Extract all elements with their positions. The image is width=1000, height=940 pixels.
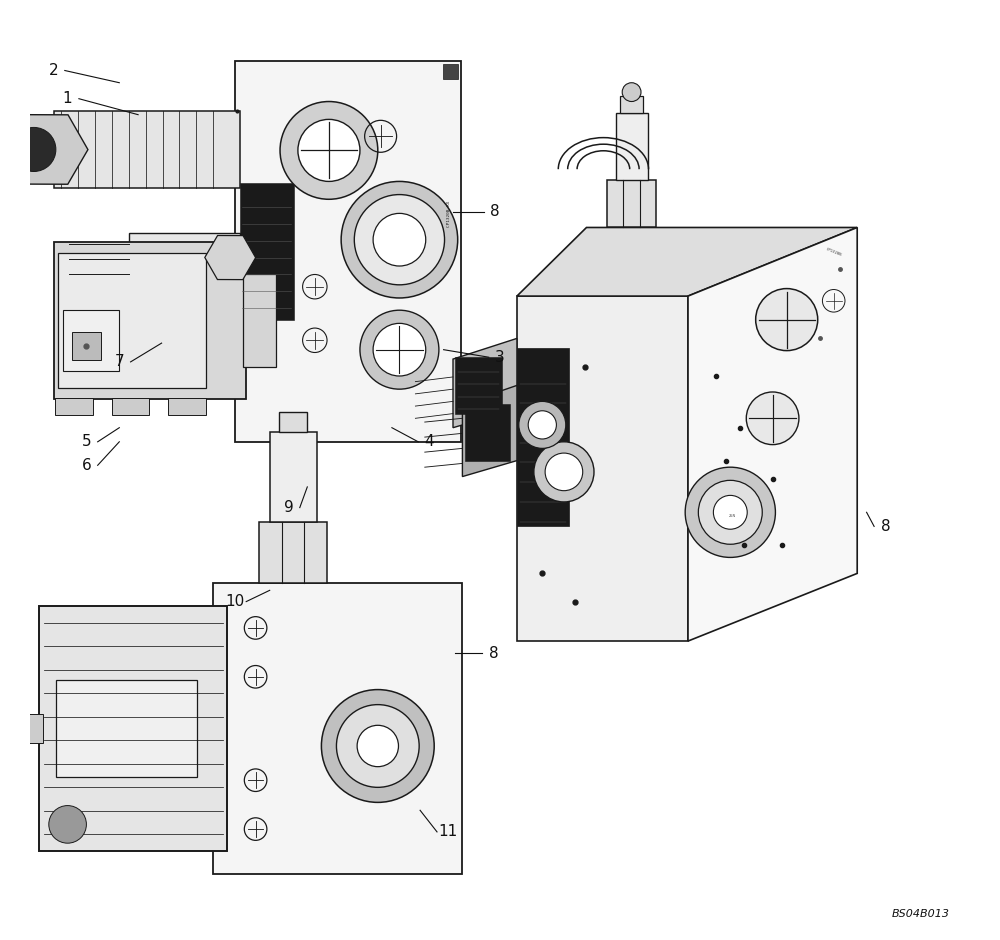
Circle shape bbox=[685, 467, 775, 557]
Circle shape bbox=[534, 442, 594, 502]
Text: 5: 5 bbox=[82, 434, 91, 449]
Bar bbox=[465, 404, 510, 461]
Circle shape bbox=[280, 102, 378, 199]
Polygon shape bbox=[517, 227, 857, 296]
Bar bbox=[213, 583, 462, 874]
Text: 6: 6 bbox=[82, 458, 91, 473]
Text: 8: 8 bbox=[489, 646, 498, 661]
Bar bbox=[620, 96, 643, 113]
Bar bbox=[28, 713, 43, 744]
Circle shape bbox=[545, 453, 583, 491]
Text: 1: 1 bbox=[63, 91, 72, 106]
Bar bbox=[168, 398, 206, 415]
Circle shape bbox=[357, 726, 398, 767]
Text: 3: 3 bbox=[495, 350, 505, 365]
Polygon shape bbox=[462, 385, 517, 477]
Circle shape bbox=[528, 411, 556, 439]
Circle shape bbox=[545, 453, 583, 491]
Circle shape bbox=[12, 128, 56, 171]
Circle shape bbox=[528, 411, 556, 439]
Text: 9: 9 bbox=[284, 500, 293, 515]
Text: 25N: 25N bbox=[729, 514, 736, 518]
Text: 8: 8 bbox=[881, 519, 890, 534]
Circle shape bbox=[373, 213, 426, 266]
Bar bbox=[517, 348, 569, 526]
Bar bbox=[243, 274, 276, 367]
Bar bbox=[56, 680, 197, 777]
Circle shape bbox=[519, 401, 566, 448]
Circle shape bbox=[756, 289, 818, 351]
Bar bbox=[607, 180, 656, 227]
Text: CP1320B XX: CP1320B XX bbox=[447, 200, 451, 227]
Circle shape bbox=[373, 323, 426, 376]
Polygon shape bbox=[688, 227, 857, 641]
Circle shape bbox=[622, 83, 641, 102]
Circle shape bbox=[360, 310, 439, 389]
Text: BS04B013: BS04B013 bbox=[891, 909, 949, 919]
Bar bbox=[235, 61, 461, 442]
Bar bbox=[54, 242, 246, 400]
Circle shape bbox=[746, 392, 799, 445]
Text: 7: 7 bbox=[114, 354, 124, 369]
Bar bbox=[112, 398, 149, 415]
Bar bbox=[455, 357, 502, 414]
Bar bbox=[58, 253, 206, 388]
Text: 8: 8 bbox=[490, 204, 500, 219]
Bar bbox=[259, 522, 327, 583]
Text: 2: 2 bbox=[49, 63, 58, 78]
Circle shape bbox=[373, 213, 426, 266]
Polygon shape bbox=[453, 338, 517, 428]
Polygon shape bbox=[517, 296, 688, 641]
Circle shape bbox=[298, 119, 360, 181]
Bar bbox=[240, 183, 294, 320]
Circle shape bbox=[713, 495, 747, 529]
Circle shape bbox=[336, 705, 419, 788]
Circle shape bbox=[321, 690, 434, 803]
Bar bbox=[279, 412, 307, 432]
Circle shape bbox=[713, 495, 747, 529]
Circle shape bbox=[357, 726, 398, 767]
Circle shape bbox=[354, 195, 445, 285]
Text: 4: 4 bbox=[425, 434, 434, 449]
Bar bbox=[39, 606, 227, 851]
Bar bbox=[54, 111, 240, 188]
Circle shape bbox=[298, 119, 360, 181]
Text: 10: 10 bbox=[225, 594, 245, 609]
Circle shape bbox=[698, 480, 762, 544]
Circle shape bbox=[49, 806, 86, 843]
Text: 11: 11 bbox=[439, 824, 458, 839]
Bar bbox=[616, 113, 648, 180]
Circle shape bbox=[341, 181, 458, 298]
Circle shape bbox=[373, 323, 426, 376]
Bar bbox=[443, 64, 458, 79]
Bar bbox=[63, 310, 119, 371]
Text: CP1320B: CP1320B bbox=[825, 247, 842, 257]
Bar bbox=[270, 432, 317, 522]
Bar bbox=[55, 398, 93, 415]
Bar bbox=[72, 332, 101, 360]
Bar bbox=[129, 233, 240, 282]
